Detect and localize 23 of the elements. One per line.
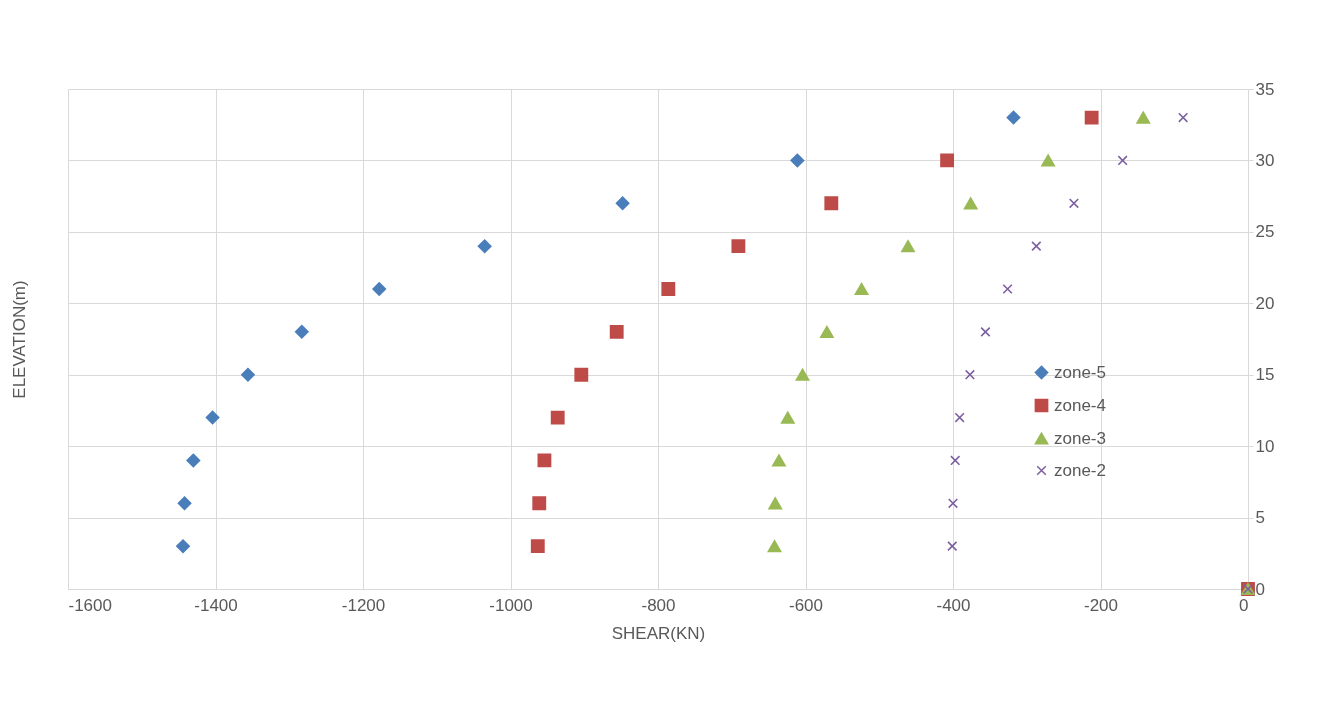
x-tick-label: -1600 <box>68 595 112 615</box>
x-tick-label: -800 <box>641 595 676 615</box>
y-tick-label: 35 <box>1255 79 1275 99</box>
y-axis-title: ELEVATION(m) <box>9 280 29 399</box>
legend-label: zone-5 <box>1054 362 1106 382</box>
y-tick-label: 25 <box>1255 222 1275 242</box>
x-tick-label: -1400 <box>194 595 238 615</box>
legend-label: zone-3 <box>1054 428 1106 448</box>
y-tick-label: 5 <box>1255 508 1265 528</box>
x-tick-label: -1200 <box>341 595 386 615</box>
x-tick-label: 0 <box>1239 595 1249 615</box>
legend-label: zone-2 <box>1054 460 1106 480</box>
y-tick-label: 0 <box>1255 579 1265 599</box>
x-tick-label: -600 <box>788 595 824 615</box>
y-tick-label: 30 <box>1255 150 1275 170</box>
x-tick-label: -1000 <box>489 595 533 615</box>
x-axis-title: SHEAR(KN) <box>611 623 706 643</box>
y-tick-label: 20 <box>1255 293 1275 313</box>
x-tick-label: -400 <box>936 595 971 615</box>
legend-label: zone-4 <box>1054 395 1106 415</box>
x-tick-label: -200 <box>1083 595 1119 615</box>
y-tick-label: 10 <box>1255 436 1275 456</box>
y-tick-label: 15 <box>1255 365 1275 385</box>
